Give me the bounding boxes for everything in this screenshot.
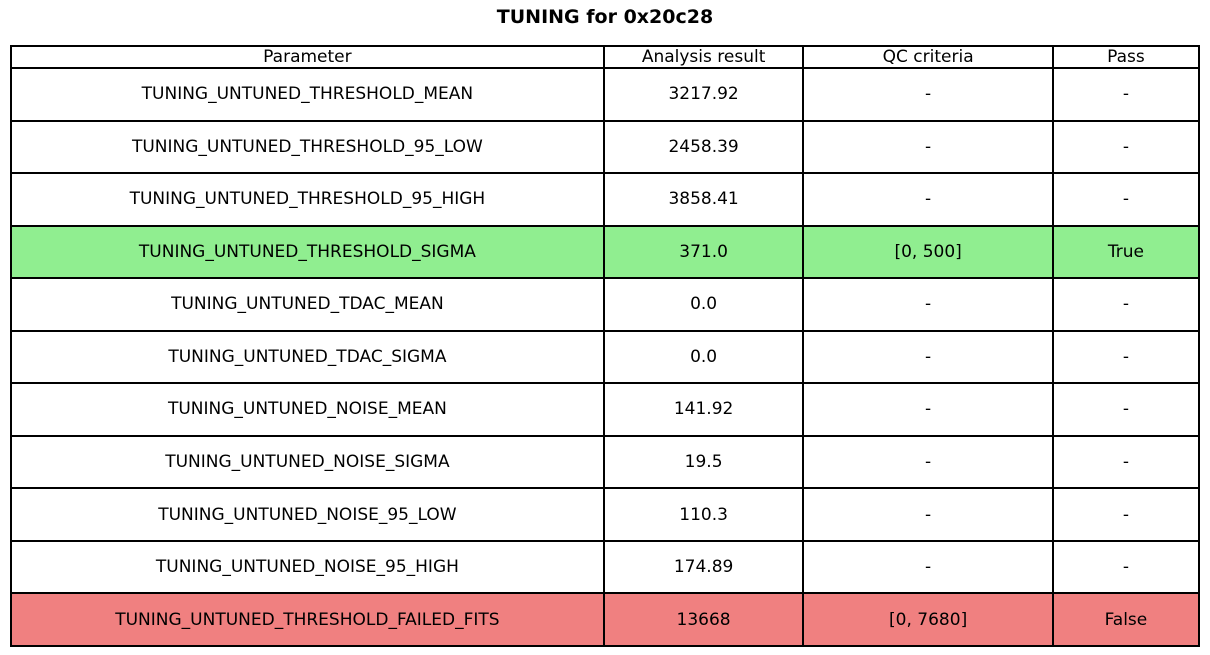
parameter-cell: TUNING_UNTUNED_TDAC_SIGMA (10, 329, 605, 385)
analysis-result-cell: 110.3 (602, 487, 805, 542)
qc-criteria-cell: - (802, 382, 1054, 437)
qc-criteria-cell: - (802, 67, 1054, 122)
table-row: TUNING_UNTUNED_TDAC_MEAN 0.0- - (10, 277, 1201, 332)
parameter-cell: TUNING_UNTUNED_THRESHOLD_95_LOW (10, 119, 605, 175)
pass-cell: - (1051, 487, 1201, 542)
qc-criteria-cell: - (802, 277, 1054, 332)
col-header-qc-criteria: QC criteria (802, 45, 1054, 69)
qc-criteria-cell: - (802, 434, 1054, 490)
analysis-result-cell: 371.0 (602, 224, 805, 280)
table-header-row: Parameter Analysis result QC criteria Pa… (10, 45, 1201, 69)
parameter-cell: TUNING_UNTUNED_NOISE_95_HIGH (10, 539, 605, 595)
qc-criteria-cell: [0, 500] (802, 224, 1054, 280)
parameter-cell: TUNING_UNTUNED_TDAC_MEAN (10, 277, 605, 332)
analysis-result-cell: 174.89 (602, 539, 805, 595)
parameter-cell: TUNING_UNTUNED_NOISE_SIGMA (10, 434, 605, 490)
analysis-result-cell: 0.0 (602, 277, 805, 332)
analysis-result-cell: 141.92 (602, 382, 805, 437)
pass-cell: - (1051, 329, 1201, 385)
analysis-result-cell: 2458.39 (602, 119, 805, 175)
pass-cell: True (1051, 224, 1201, 280)
pass-cell: - (1051, 539, 1201, 595)
col-header-analysis-result: Analysis result (602, 45, 805, 69)
parameter-cell: TUNING_UNTUNED_THRESHOLD_MEAN (10, 67, 605, 122)
table-row: TUNING_UNTUNED_THRESHOLD_FAILED_FITS 1366… (10, 592, 1201, 647)
analysis-result-cell: 3217.92 (602, 67, 805, 122)
parameter-cell: TUNING_UNTUNED_THRESHOLD_FAILED_FITS (10, 592, 605, 647)
table-row: TUNING_UNTUNED_NOISE_95_HIGH 174.89- - (10, 539, 1201, 595)
qc-criteria-cell: [0, 7680] (802, 592, 1054, 647)
analysis-result-cell: 13668 (602, 592, 805, 647)
qc-table: Parameter Analysis result QC criteria Pa… (10, 45, 1201, 647)
analysis-result-cell: 0.0 (602, 329, 805, 385)
analysis-result-cell: 19.5 (602, 434, 805, 490)
page-title: TUNING for 0x20c28 (496, 6, 714, 28)
qc-criteria-cell: - (802, 487, 1054, 542)
table-row: TUNING_UNTUNED_NOISE_SIGMA 19.5- - (10, 434, 1201, 490)
qc-criteria-cell: - (802, 539, 1054, 595)
table-body: TUNING_UNTUNED_THRESHOLD_MEAN 3217.92- - TU… (10, 67, 1201, 647)
pass-cell: - (1051, 67, 1201, 122)
table-row: TUNING_UNTUNED_THRESHOLD_MEAN 3217.92- - (10, 67, 1201, 122)
parameter-cell: TUNING_UNTUNED_NOISE_MEAN (10, 382, 605, 437)
pass-cell: - (1051, 382, 1201, 437)
parameter-cell: TUNING_UNTUNED_THRESHOLD_95_HIGH (10, 172, 605, 227)
qc-criteria-cell: - (802, 119, 1054, 175)
pass-cell: - (1051, 434, 1201, 490)
col-header-parameter: Parameter (10, 45, 605, 69)
table-row: TUNING_UNTUNED_THRESHOLD_95_LOW 2458.39- - (10, 119, 1201, 175)
pass-cell: - (1051, 277, 1201, 332)
pass-cell: False (1051, 592, 1201, 647)
parameter-cell: TUNING_UNTUNED_THRESHOLD_SIGMA (10, 224, 605, 280)
parameter-cell: TUNING_UNTUNED_NOISE_95_LOW (10, 487, 605, 542)
pass-cell: - (1051, 172, 1201, 227)
table-row: TUNING_UNTUNED_THRESHOLD_SIGMA 371.0 [0, 5… (10, 224, 1201, 280)
table-row: TUNING_UNTUNED_THRESHOLD_95_HIGH 3858.41-… (10, 172, 1201, 227)
col-header-pass: Pass (1051, 45, 1201, 69)
analysis-result-cell: 3858.41 (602, 172, 805, 227)
table-row: TUNING_UNTUNED_TDAC_SIGMA 0.0- - (10, 329, 1201, 385)
pass-cell: - (1051, 119, 1201, 175)
table-row: TUNING_UNTUNED_NOISE_MEAN 141.92- - (10, 382, 1201, 437)
qc-criteria-cell: - (802, 329, 1054, 385)
table-row: TUNING_UNTUNED_NOISE_95_LOW 110.3- - (10, 487, 1201, 542)
qc-criteria-cell: - (802, 172, 1054, 227)
